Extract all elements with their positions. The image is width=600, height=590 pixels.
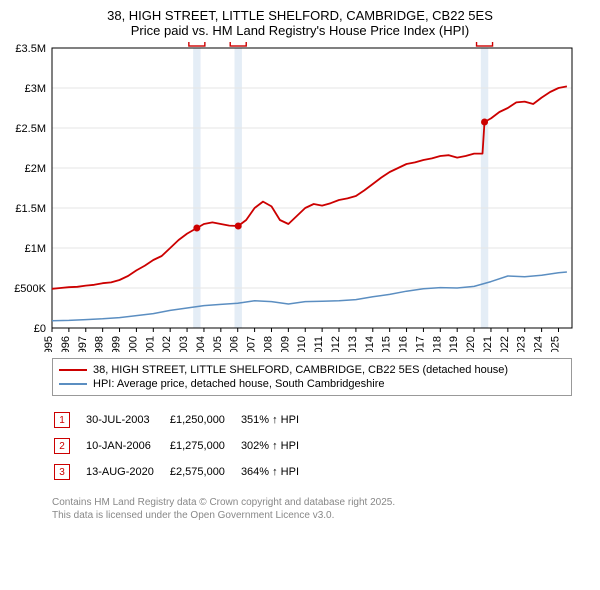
svg-text:2010: 2010 [296, 336, 308, 352]
transactions-table: 1 30-JUL-2003£1,250,000351% ↑ HPI 2 10-JAN-… [52, 406, 315, 486]
svg-text:2011: 2011 [313, 336, 325, 352]
svg-text:2004: 2004 [195, 336, 207, 352]
legend-swatch [59, 369, 87, 371]
transaction-delta: 364% ↑ HPI [241, 460, 313, 484]
svg-text:£3.5M: £3.5M [15, 43, 46, 55]
transaction-price: £2,575,000 [170, 460, 239, 484]
footer-line-2: This data is licensed under the Open Gov… [52, 509, 592, 522]
transaction-price: £1,250,000 [170, 408, 239, 432]
table-row: 3 13-AUG-2020£2,575,000364% ↑ HPI [54, 460, 313, 484]
chart-area: £0 £500K £1M £1.5M £2M £2.5M £3M £3.5M 1995 1996 1… [8, 42, 592, 352]
line-chart-svg: £0 £500K £1M £1.5M £2M £2.5M £3M £3.5M 1995 1996 1… [8, 42, 592, 352]
footer-line-1: Contains HM Land Registry data © Crown c… [52, 496, 592, 509]
legend-label: 38, HIGH STREET, LITTLE SHELFORD, CAMBRI… [93, 364, 508, 376]
svg-text:2001: 2001 [144, 336, 156, 352]
svg-text:£2M: £2M [25, 163, 46, 175]
transaction-date: 13-AUG-2020 [86, 460, 168, 484]
svg-text:2014: 2014 [364, 336, 376, 352]
svg-text:2025: 2025 [549, 336, 561, 352]
svg-text:2024: 2024 [533, 336, 545, 352]
svg-text:2020: 2020 [465, 336, 477, 352]
svg-text:2006: 2006 [229, 336, 241, 352]
svg-text:2002: 2002 [161, 336, 173, 352]
attribution-footer: Contains HM Land Registry data © Crown c… [52, 496, 592, 522]
transaction-date: 10-JAN-2006 [86, 434, 168, 458]
svg-text:2013: 2013 [347, 336, 359, 352]
legend: 38, HIGH STREET, LITTLE SHELFORD, CAMBRI… [52, 358, 572, 396]
transaction-marker: 2 [54, 438, 70, 454]
svg-text:2007: 2007 [246, 336, 258, 352]
svg-text:£0: £0 [34, 323, 46, 335]
svg-text:1998: 1998 [94, 336, 106, 352]
transaction-price: £1,275,000 [170, 434, 239, 458]
svg-text:1997: 1997 [77, 336, 89, 352]
svg-text:2012: 2012 [330, 336, 342, 352]
svg-text:3: 3 [482, 42, 488, 45]
transaction-date: 30-JUL-2003 [86, 408, 168, 432]
svg-text:2022: 2022 [499, 336, 511, 352]
svg-text:2015: 2015 [381, 336, 393, 352]
svg-text:2018: 2018 [431, 336, 443, 352]
chart-title: 38, HIGH STREET, LITTLE SHELFORD, CAMBRI… [8, 8, 592, 38]
transaction-delta: 351% ↑ HPI [241, 408, 313, 432]
legend-item: HPI: Average price, detached house, Sout… [59, 377, 565, 391]
svg-text:2000: 2000 [127, 336, 139, 352]
legend-label: HPI: Average price, detached house, Sout… [93, 378, 384, 390]
svg-text:1999: 1999 [111, 336, 123, 352]
svg-text:1996: 1996 [60, 336, 72, 352]
svg-text:2008: 2008 [262, 336, 274, 352]
legend-item: 38, HIGH STREET, LITTLE SHELFORD, CAMBRI… [59, 363, 565, 377]
title-line-1: 38, HIGH STREET, LITTLE SHELFORD, CAMBRI… [8, 8, 592, 23]
svg-text:£500K: £500K [14, 283, 46, 295]
transaction-marker: 1 [54, 412, 70, 428]
title-line-2: Price paid vs. HM Land Registry's House … [8, 23, 592, 38]
svg-text:£3M: £3M [25, 83, 46, 95]
table-row: 1 30-JUL-2003£1,250,000351% ↑ HPI [54, 408, 313, 432]
svg-text:1995: 1995 [43, 336, 55, 352]
svg-text:2016: 2016 [398, 336, 410, 352]
table-row: 2 10-JAN-2006£1,275,000302% ↑ HPI [54, 434, 313, 458]
svg-text:2009: 2009 [279, 336, 291, 352]
transaction-delta: 302% ↑ HPI [241, 434, 313, 458]
svg-text:2023: 2023 [516, 336, 528, 352]
svg-text:2019: 2019 [448, 336, 460, 352]
legend-swatch [59, 383, 87, 385]
svg-text:2021: 2021 [482, 336, 494, 352]
svg-text:2003: 2003 [178, 336, 190, 352]
transaction-marker: 3 [54, 464, 70, 480]
svg-text:£2.5M: £2.5M [15, 123, 46, 135]
svg-text:2: 2 [235, 42, 241, 45]
svg-text:2005: 2005 [212, 336, 224, 352]
svg-text:£1M: £1M [25, 243, 46, 255]
svg-text:£1.5M: £1.5M [15, 203, 46, 215]
svg-text:1: 1 [194, 42, 200, 45]
svg-text:2017: 2017 [414, 336, 426, 352]
